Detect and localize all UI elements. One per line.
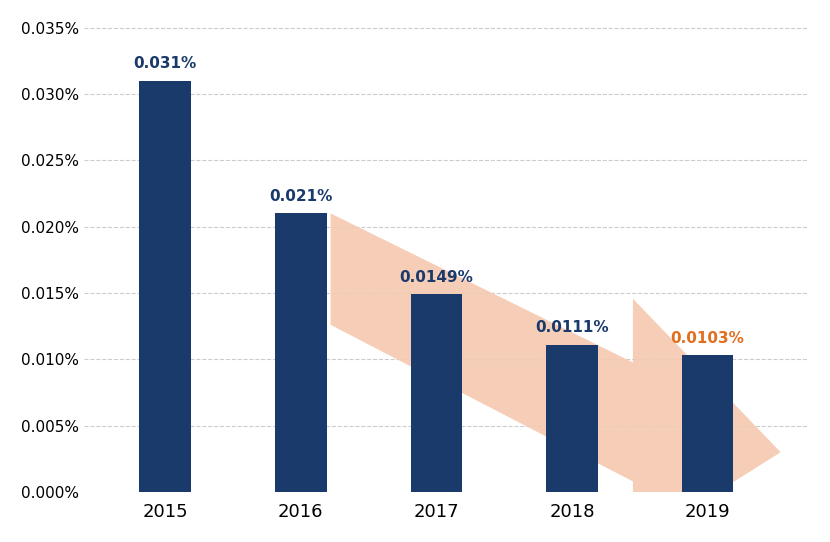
Text: 0.031%: 0.031%	[134, 56, 197, 72]
Text: 0.0149%: 0.0149%	[399, 270, 473, 285]
Bar	[139, 81, 191, 492]
Polygon shape	[330, 214, 781, 542]
Text: 0.021%: 0.021%	[269, 189, 333, 204]
Text: 0.0103%: 0.0103%	[671, 331, 745, 346]
Text: 0.0111%: 0.0111%	[535, 320, 608, 335]
Bar	[546, 345, 598, 492]
Bar	[275, 214, 326, 492]
Bar	[411, 294, 462, 492]
Bar	[681, 356, 733, 492]
